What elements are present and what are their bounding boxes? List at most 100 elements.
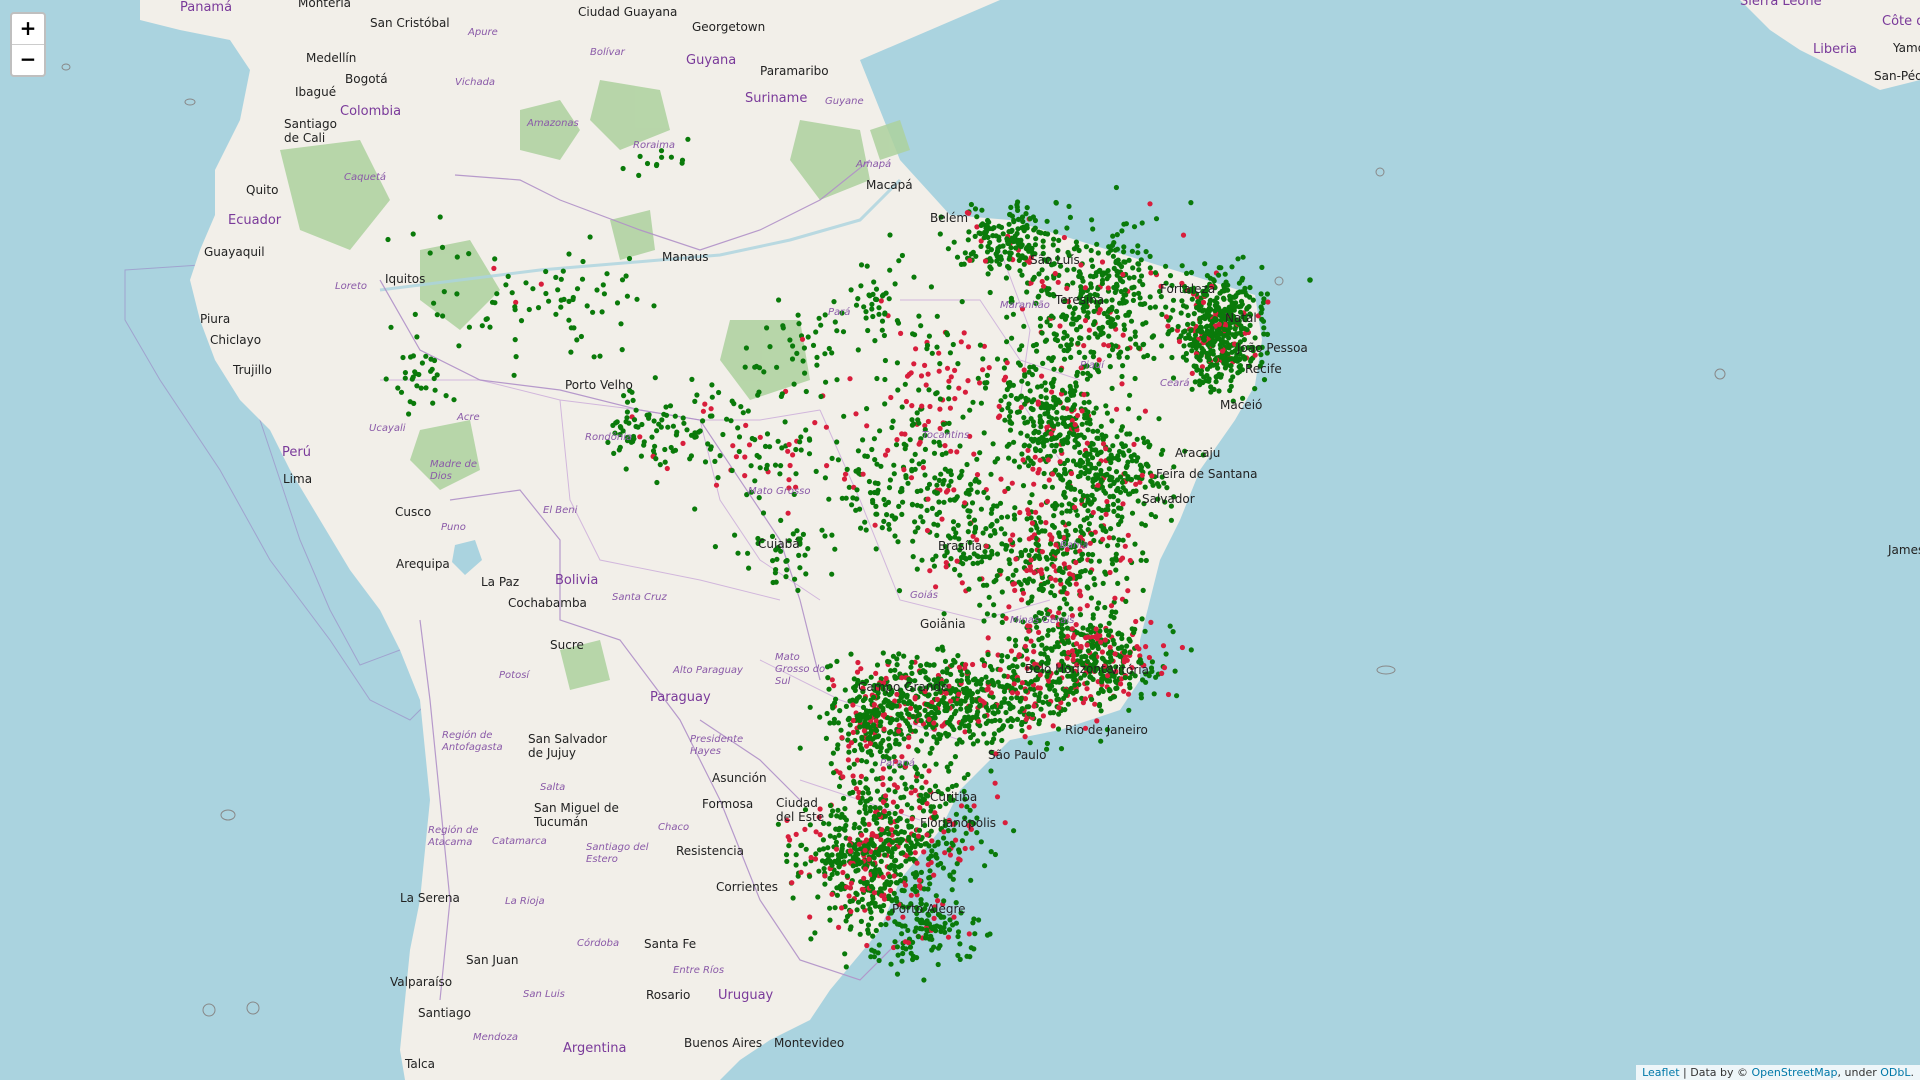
station-marker[interactable] (1122, 675, 1128, 681)
station-marker[interactable] (933, 893, 939, 899)
station-marker[interactable] (1172, 668, 1178, 674)
station-marker[interactable] (1121, 688, 1127, 694)
station-marker[interactable] (934, 696, 941, 703)
station-marker[interactable] (937, 231, 943, 237)
station-marker[interactable] (1031, 703, 1037, 709)
station-marker[interactable] (558, 276, 564, 282)
station-marker[interactable] (1099, 280, 1105, 287)
station-marker[interactable] (894, 784, 901, 791)
station-marker[interactable] (1053, 442, 1059, 448)
station-marker[interactable] (624, 293, 631, 299)
station-marker[interactable] (1179, 298, 1185, 304)
station-marker[interactable] (941, 421, 947, 427)
station-marker[interactable] (1182, 448, 1188, 454)
station-marker[interactable] (797, 565, 803, 571)
station-marker[interactable] (580, 258, 586, 265)
station-marker[interactable] (1077, 489, 1083, 495)
station-marker[interactable] (1114, 406, 1120, 412)
station-marker[interactable] (961, 330, 967, 336)
station-marker[interactable] (911, 832, 917, 839)
station-marker[interactable] (1036, 229, 1042, 235)
station-marker[interactable] (786, 843, 792, 849)
station-marker[interactable] (1054, 409, 1060, 415)
station-marker[interactable] (558, 297, 564, 303)
station-marker[interactable] (1060, 569, 1066, 576)
station-marker[interactable] (977, 702, 983, 708)
station-marker[interactable] (1201, 337, 1207, 343)
station-marker[interactable] (950, 842, 956, 848)
station-marker[interactable] (1086, 327, 1092, 333)
station-marker[interactable] (988, 849, 994, 855)
station-marker[interactable] (618, 321, 624, 327)
station-marker[interactable] (934, 344, 940, 350)
station-marker[interactable] (855, 867, 861, 873)
station-marker[interactable] (1122, 259, 1128, 265)
station-marker[interactable] (1085, 475, 1091, 481)
station-marker[interactable] (939, 644, 945, 650)
station-marker[interactable] (1212, 298, 1218, 304)
station-marker[interactable] (1041, 443, 1047, 449)
station-marker[interactable] (1042, 380, 1048, 386)
station-marker[interactable] (1064, 457, 1071, 463)
station-marker[interactable] (789, 880, 795, 886)
station-marker[interactable] (985, 217, 991, 224)
station-marker[interactable] (1141, 341, 1147, 347)
station-marker[interactable] (1094, 451, 1101, 458)
station-marker[interactable] (953, 782, 959, 788)
station-marker[interactable] (894, 437, 900, 443)
station-marker[interactable] (894, 662, 900, 668)
station-marker[interactable] (881, 808, 888, 814)
station-marker[interactable] (799, 336, 806, 342)
station-marker[interactable] (899, 775, 905, 781)
station-marker[interactable] (917, 883, 923, 890)
station-marker[interactable] (1138, 660, 1144, 666)
station-marker[interactable] (861, 304, 867, 310)
station-marker[interactable] (879, 775, 886, 781)
station-marker[interactable] (912, 332, 918, 338)
station-marker[interactable] (775, 438, 781, 444)
station-marker[interactable] (665, 424, 671, 430)
station-marker[interactable] (1127, 675, 1133, 681)
station-marker[interactable] (889, 424, 895, 431)
station-marker[interactable] (767, 444, 773, 450)
station-marker[interactable] (1156, 416, 1162, 422)
station-marker[interactable] (882, 882, 889, 889)
station-marker[interactable] (1115, 457, 1122, 463)
station-marker[interactable] (921, 886, 927, 892)
station-marker[interactable] (1049, 442, 1055, 449)
station-marker[interactable] (1161, 665, 1168, 671)
station-marker[interactable] (869, 752, 875, 758)
station-marker[interactable] (999, 541, 1005, 547)
station-marker[interactable] (1204, 366, 1210, 372)
station-marker[interactable] (1090, 638, 1096, 645)
station-marker[interactable] (1161, 480, 1167, 486)
station-marker[interactable] (944, 666, 950, 672)
station-marker[interactable] (1188, 647, 1194, 653)
station-marker[interactable] (1049, 484, 1055, 490)
station-marker[interactable] (892, 533, 898, 539)
station-marker[interactable] (1072, 444, 1078, 450)
station-marker[interactable] (1088, 654, 1095, 660)
station-marker[interactable] (899, 958, 905, 964)
station-marker[interactable] (778, 463, 784, 469)
station-marker[interactable] (998, 398, 1004, 404)
station-marker[interactable] (1089, 465, 1095, 471)
station-marker[interactable] (863, 527, 869, 533)
station-marker[interactable] (773, 567, 779, 573)
station-marker[interactable] (1045, 457, 1051, 463)
station-marker[interactable] (991, 579, 997, 585)
station-marker[interactable] (1183, 350, 1189, 357)
station-marker[interactable] (965, 771, 971, 778)
station-marker[interactable] (1115, 580, 1121, 587)
station-marker[interactable] (954, 741, 960, 747)
station-marker[interactable] (798, 447, 804, 453)
station-marker[interactable] (851, 676, 857, 682)
station-marker[interactable] (871, 436, 878, 442)
station-marker[interactable] (780, 325, 786, 331)
station-marker[interactable] (954, 449, 960, 455)
station-marker[interactable] (826, 345, 832, 352)
station-marker[interactable] (1026, 536, 1032, 542)
station-marker[interactable] (1099, 649, 1105, 655)
station-marker[interactable] (819, 527, 825, 533)
station-marker[interactable] (1037, 413, 1043, 419)
